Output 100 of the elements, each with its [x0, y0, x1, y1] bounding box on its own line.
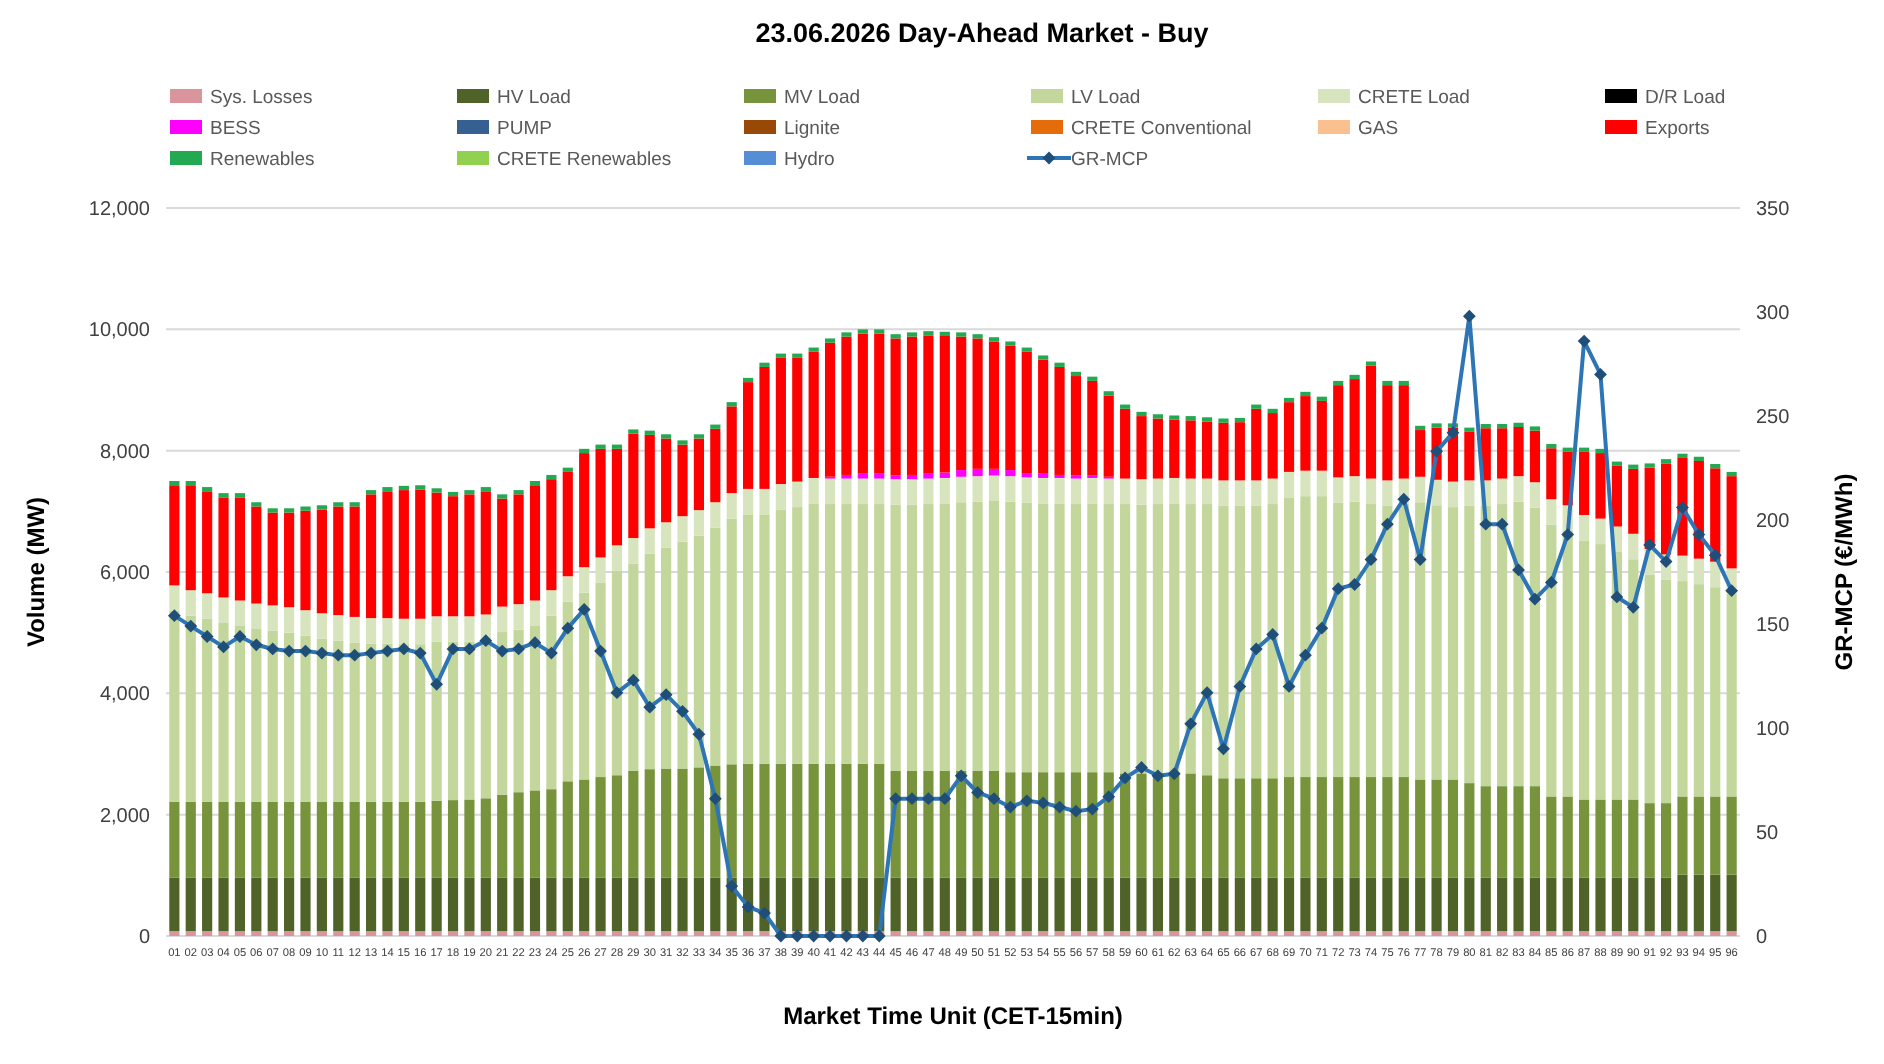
bar	[988, 468, 1000, 476]
bar	[1267, 778, 1278, 878]
bar	[1136, 411, 1147, 417]
bar	[759, 514, 770, 764]
bar	[1185, 420, 1196, 479]
bar	[251, 603, 262, 630]
bar	[1546, 448, 1557, 500]
y-tick-label: 8,000	[99, 441, 151, 464]
bar	[1136, 504, 1147, 774]
bar	[529, 600, 541, 626]
legend-label: Hydro	[784, 148, 835, 171]
bar	[1513, 427, 1524, 477]
bar	[1202, 478, 1213, 505]
bar	[1300, 877, 1311, 932]
bar	[365, 643, 377, 802]
bar	[218, 801, 229, 878]
y-tick-label: 10,000	[88, 320, 151, 343]
bar	[923, 478, 934, 505]
bar	[1300, 396, 1311, 471]
bar	[824, 763, 836, 878]
bar	[939, 770, 950, 878]
bar	[267, 605, 278, 631]
bar	[1365, 777, 1377, 878]
bar	[743, 488, 754, 515]
bar	[333, 506, 344, 616]
bar	[365, 801, 377, 878]
bar	[1202, 504, 1213, 776]
bar	[267, 630, 278, 802]
bar	[1234, 422, 1245, 481]
bar	[923, 770, 934, 878]
bar	[1169, 877, 1180, 932]
bar	[1333, 380, 1344, 386]
bar	[710, 502, 721, 528]
bar	[316, 801, 327, 878]
bar	[1595, 799, 1606, 878]
bar	[956, 877, 967, 932]
bar	[923, 473, 934, 479]
bar	[1038, 503, 1049, 773]
bar	[1497, 786, 1508, 878]
bar	[1562, 530, 1573, 797]
bar	[1480, 423, 1491, 429]
bar	[677, 541, 688, 769]
bar	[316, 638, 327, 802]
bar	[1693, 558, 1704, 585]
bar	[595, 557, 606, 583]
bar	[202, 618, 213, 802]
bar	[562, 781, 573, 878]
bar	[1070, 504, 1082, 773]
bar	[628, 433, 639, 539]
bar	[349, 801, 360, 878]
bar	[1579, 451, 1590, 515]
bar	[792, 481, 803, 508]
bar	[1710, 874, 1721, 932]
bar	[792, 763, 803, 878]
bar	[1447, 779, 1459, 878]
y-tick-label: 6,000	[99, 563, 151, 585]
bar	[447, 491, 459, 497]
bar	[1316, 777, 1327, 878]
bar	[398, 644, 409, 802]
bar	[1382, 385, 1393, 481]
bar	[710, 428, 721, 503]
bar	[529, 485, 541, 601]
bar	[792, 507, 803, 764]
bar	[480, 877, 491, 932]
bar	[923, 504, 934, 771]
bar	[1431, 877, 1442, 932]
bar	[1464, 505, 1475, 784]
bar	[1497, 423, 1508, 429]
bar	[1365, 478, 1377, 505]
bar	[726, 518, 737, 765]
bar	[300, 801, 311, 878]
bar	[874, 473, 885, 479]
bar	[218, 622, 229, 802]
bar	[1431, 505, 1442, 780]
bar	[513, 604, 524, 630]
bar	[169, 877, 180, 932]
bar	[743, 382, 754, 489]
bar	[1251, 778, 1262, 878]
bar	[644, 769, 655, 878]
legend-label: CRETE Load	[1358, 86, 1470, 109]
legend-label: Lignite	[784, 117, 840, 140]
bar	[382, 643, 393, 802]
bar	[661, 547, 672, 769]
bar	[579, 592, 590, 780]
bar	[677, 444, 688, 517]
bar	[267, 512, 278, 606]
bar	[1726, 471, 1737, 477]
bar	[202, 491, 213, 594]
y2-tick-label: 50	[1756, 823, 1780, 845]
bar	[759, 763, 770, 878]
bar	[677, 768, 688, 878]
y2-tick-label: 250	[1756, 407, 1791, 429]
bar	[398, 877, 409, 932]
bar	[316, 509, 327, 614]
bar	[447, 877, 459, 932]
bar	[1185, 877, 1196, 932]
bar	[1300, 777, 1311, 878]
bar	[1579, 540, 1590, 800]
bar	[579, 448, 590, 454]
bar	[251, 877, 262, 932]
